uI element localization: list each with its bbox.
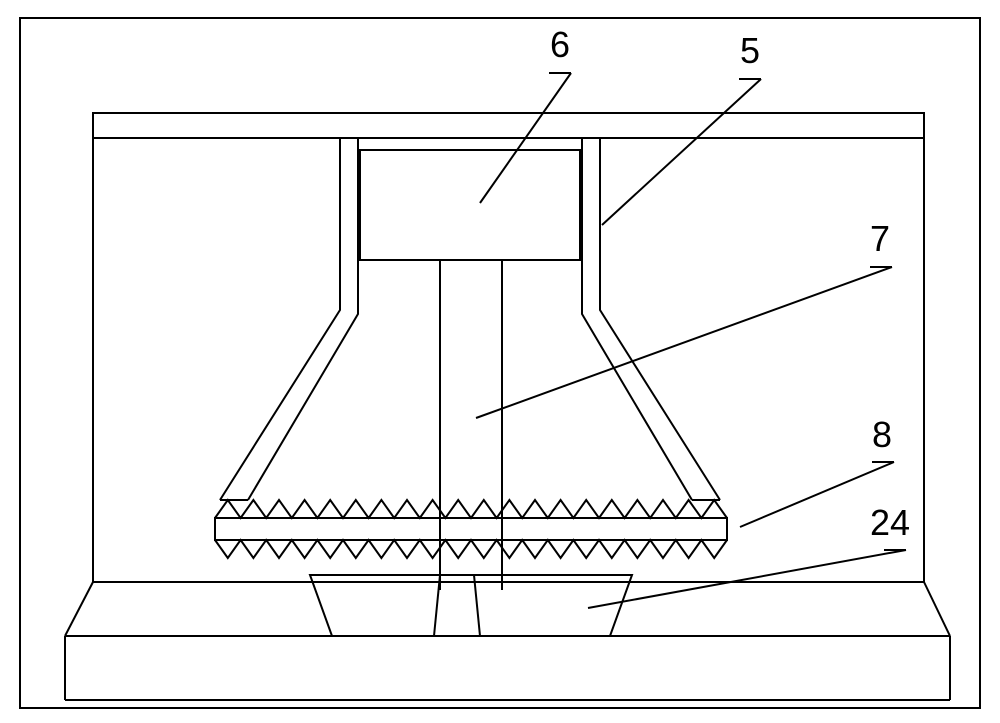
callout-label-5: 5 [740, 30, 760, 72]
callout-label-7: 7 [870, 218, 890, 260]
diagram-svg [0, 0, 1000, 723]
callout-label-6: 6 [550, 24, 570, 66]
callout-label-8: 8 [872, 414, 892, 456]
diagram-container: 6 5 7 8 24 [0, 0, 1000, 723]
callout-label-24: 24 [870, 502, 910, 544]
